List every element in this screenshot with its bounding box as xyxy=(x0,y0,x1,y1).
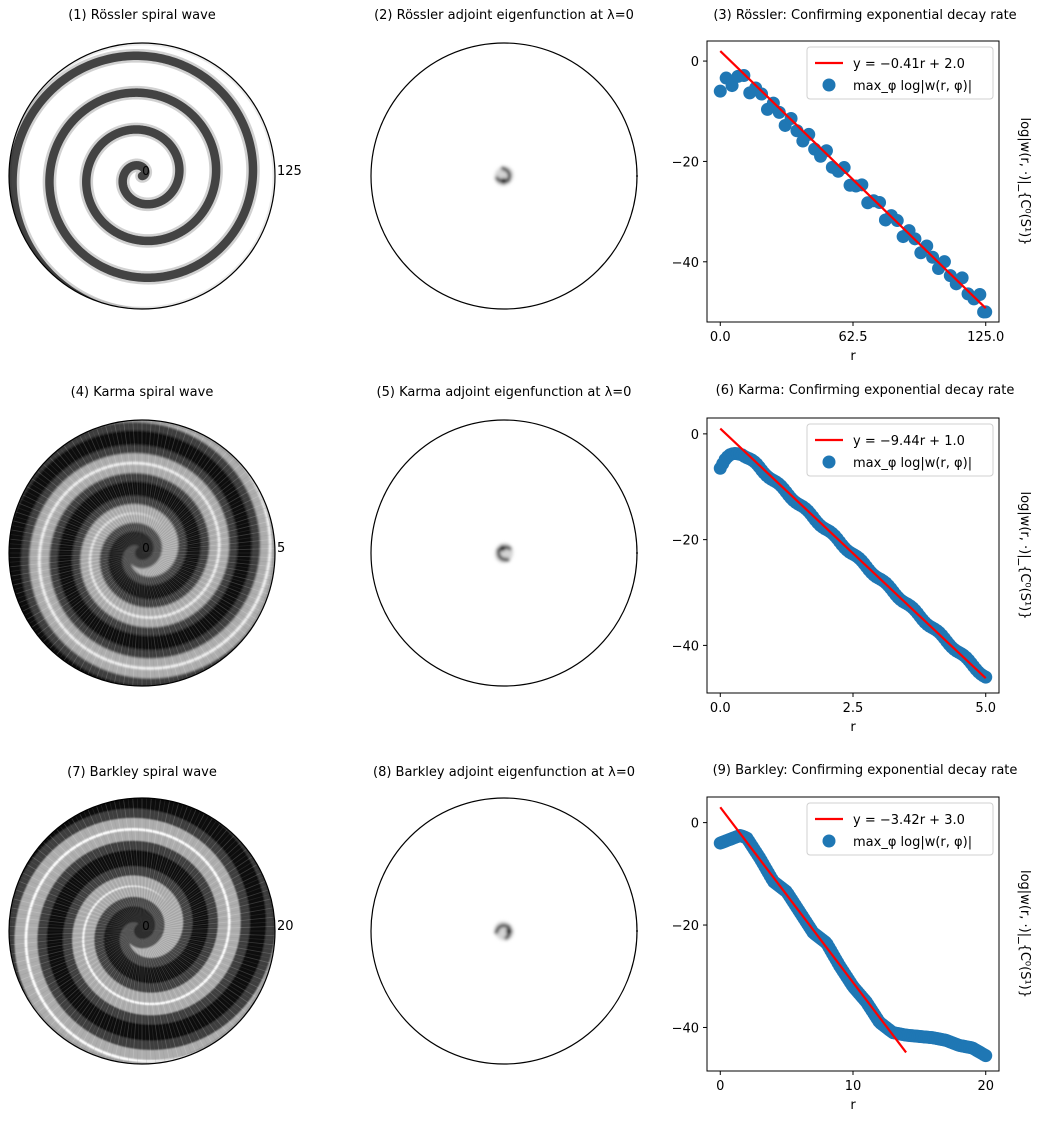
eigenfunction-blob xyxy=(494,921,514,941)
data-point xyxy=(837,161,851,175)
decay-plot-1: 0.0 62.5 125.0 0 −20 −40 r log|w(r, ·)|_{C⁰(S¹)… xyxy=(672,8,1032,364)
data-point xyxy=(873,196,887,210)
legend-box xyxy=(806,423,994,477)
polar-title: (1) Rössler spiral wave xyxy=(68,8,216,23)
polar-radius-label: 20 xyxy=(277,919,294,934)
x-axis-label: r xyxy=(850,1098,856,1113)
y-tick-label: −40 xyxy=(672,1021,699,1036)
data-point xyxy=(890,214,904,228)
polar-panel-1: (1) Rössler spiral wave 0 125 xyxy=(8,8,302,310)
y-axis-label: log|w(r, ·)|_{C⁰(S¹)} xyxy=(1017,870,1032,998)
polar-boundary xyxy=(8,42,276,310)
polar-panel-6: (8) Barkley adjoint eigenfunction at λ=0 xyxy=(370,765,638,1065)
scatter-series xyxy=(713,69,993,319)
y-tick-label: 0 xyxy=(691,428,699,443)
y-tick-label: −40 xyxy=(672,256,699,271)
eigenfunction-blob xyxy=(494,166,514,186)
legend-line-label: y = −0.41r + 2.0 xyxy=(853,57,965,72)
x-tick-label: 0.0 xyxy=(710,330,731,345)
spiral-arm xyxy=(9,43,275,309)
polar-panel-2: (2) Rössler adjoint eigenfunction at λ=0 xyxy=(370,8,638,310)
polar-ray-texture xyxy=(9,798,275,1064)
chart-title: (6) Karma: Confirming exponential decay … xyxy=(716,383,1015,398)
legend-line-label: y = −9.44r + 1.0 xyxy=(853,434,965,449)
plot-area xyxy=(713,427,993,684)
legend-point-swatch xyxy=(822,78,836,92)
y-tick-label: −20 xyxy=(672,919,699,934)
x-tick-label: 2.5 xyxy=(843,701,864,716)
x-axis-label: r xyxy=(850,720,856,735)
polar-title: (8) Barkley adjoint eigenfunction at λ=0 xyxy=(373,765,635,780)
polar-radius-label: 5 xyxy=(277,541,285,556)
polar-boundary xyxy=(8,797,276,1065)
x-tick-label: 125.0 xyxy=(967,330,1004,345)
chart-title: (3) Rössler: Confirming exponential deca… xyxy=(713,8,1016,23)
data-point xyxy=(755,87,769,101)
polar-radius-label: 125 xyxy=(277,164,302,179)
decay-plot-3: 0 10 20 0 −20 −40 r log|w(r, ·)|_{C⁰(S¹)} (9) Ba… xyxy=(672,763,1032,1113)
y-tick-label: −40 xyxy=(672,639,699,654)
polar-center-label: 0 xyxy=(142,541,150,555)
spiral-arm xyxy=(9,798,275,1064)
data-point xyxy=(937,255,951,269)
y-tick-label: −20 xyxy=(672,155,699,170)
legend-box xyxy=(806,802,994,856)
plot-area xyxy=(713,806,993,1063)
legend: y = −9.44r + 1.0 max_φ log|w(r, φ)| xyxy=(806,423,994,477)
legend: y = −3.42r + 3.0 max_φ log|w(r, φ)| xyxy=(806,802,994,856)
fit-line xyxy=(719,427,987,679)
legend-points-label: max_φ log|w(r, φ)| xyxy=(853,79,972,94)
decay-plot-2: 0.0 2.5 5.0 0 −20 −40 r log|w(r, ·)|_{C⁰(S¹)} (6… xyxy=(672,383,1032,735)
x-tick-label: 5.0 xyxy=(975,701,996,716)
legend-points-label: max_φ log|w(r, φ)| xyxy=(853,456,972,471)
polar-title: (2) Rössler adjoint eigenfunction at λ=0 xyxy=(374,8,634,23)
polar-title: (4) Karma spiral wave xyxy=(71,385,214,400)
data-point xyxy=(802,127,816,141)
plot-area xyxy=(713,50,993,319)
data-point xyxy=(979,1049,993,1063)
polar-center-label: 0 xyxy=(142,919,150,933)
data-point xyxy=(977,305,991,319)
spiral-arm xyxy=(9,420,275,686)
polar-panel-5: (7) Barkley spiral wave 0 20 xyxy=(8,765,294,1065)
x-tick-label: 10 xyxy=(845,1079,862,1094)
polar-ray-texture xyxy=(9,420,275,686)
x-axis-label: r xyxy=(850,349,856,364)
legend-point-swatch xyxy=(822,455,836,469)
eigenfunction-blob xyxy=(494,543,514,563)
data-point xyxy=(973,288,987,301)
legend-line-label: y = −3.42r + 3.0 xyxy=(853,813,965,828)
legend-box xyxy=(806,46,994,100)
y-tick-label: 0 xyxy=(691,817,699,832)
y-axis-label: log|w(r, ·)|_{C⁰(S¹)} xyxy=(1017,491,1032,619)
data-point xyxy=(713,84,727,98)
chart-title: (9) Barkley: Confirming exponential deca… xyxy=(713,763,1018,778)
polar-panel-4: (5) Karma adjoint eigenfunction at λ=0 xyxy=(370,385,638,687)
x-tick-label: 0 xyxy=(716,1079,724,1094)
y-tick-label: −20 xyxy=(672,534,699,549)
scatter-series xyxy=(713,447,993,684)
polar-panel-3: (4) Karma spiral wave 0 5 xyxy=(8,385,285,687)
x-tick-label: 62.5 xyxy=(839,330,868,345)
y-tick-label: 0 xyxy=(691,55,699,70)
y-axis-label: log|w(r, ·)|_{C⁰(S¹)} xyxy=(1017,117,1032,245)
legend-points-label: max_φ log|w(r, φ)| xyxy=(853,835,972,850)
data-point xyxy=(772,105,786,119)
polar-title: (5) Karma adjoint eigenfunction at λ=0 xyxy=(377,385,632,400)
fit-line xyxy=(719,50,987,309)
legend: y = −0.41r + 2.0 max_φ log|w(r, φ)| xyxy=(806,46,994,100)
scatter-series xyxy=(713,829,993,1063)
polar-boundary xyxy=(8,419,276,687)
x-tick-label: 0.0 xyxy=(710,701,731,716)
data-point xyxy=(855,178,869,192)
x-tick-label: 20 xyxy=(977,1079,994,1094)
polar-title: (7) Barkley spiral wave xyxy=(67,765,217,780)
fit-line xyxy=(719,806,907,1054)
legend-point-swatch xyxy=(822,834,836,848)
data-point xyxy=(819,144,833,158)
polar-center-label: 0 xyxy=(142,164,150,178)
